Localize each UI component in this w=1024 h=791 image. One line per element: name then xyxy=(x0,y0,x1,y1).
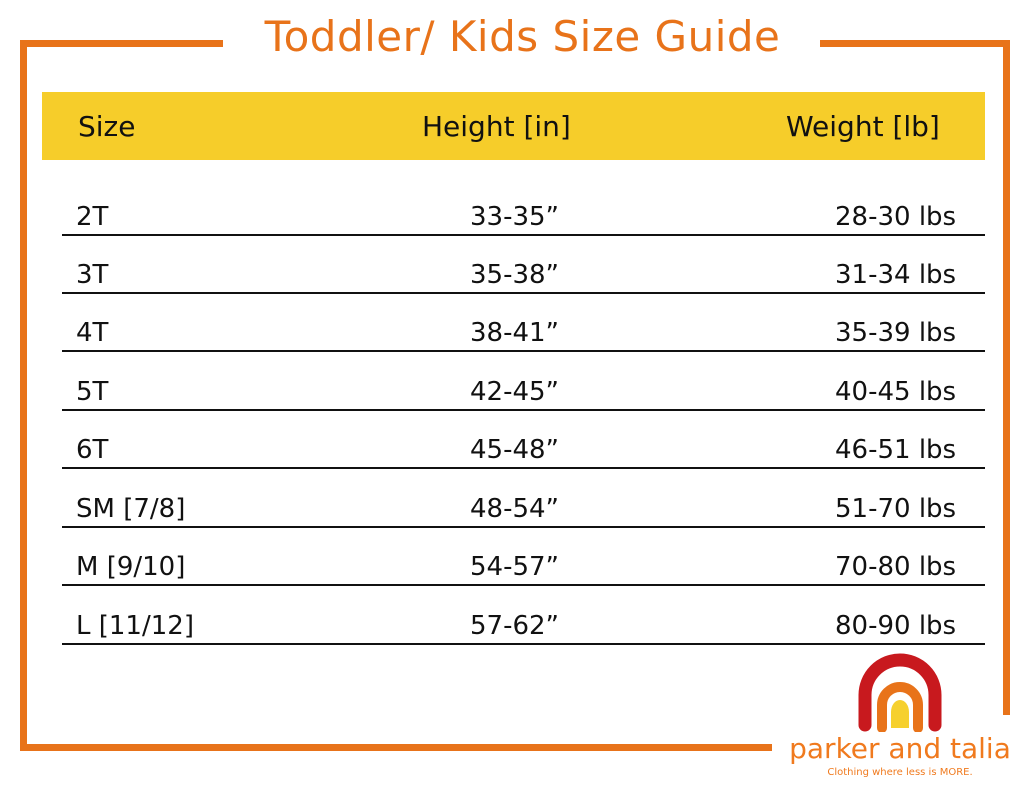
cell-height: 57-62” xyxy=(470,611,560,641)
brand-tagline: Clothing where less is MORE. xyxy=(827,767,973,778)
cell-height: 38-41” xyxy=(470,318,560,348)
frame-top-left xyxy=(20,40,223,47)
brand-logo: parker and talia Clothing where less is … xyxy=(785,650,1015,785)
page-title: Toddler/ Kids Size Guide xyxy=(264,12,781,61)
cell-weight: 46-51 lbs xyxy=(835,435,957,465)
cell-height: 33-35” xyxy=(470,202,560,232)
cell-size: 2T xyxy=(76,202,109,232)
cell-size: SM [7/8] xyxy=(76,494,186,524)
cell-height: 45-48” xyxy=(470,435,560,465)
cell-weight: 51-70 lbs xyxy=(835,494,957,524)
header-height: Height [in] xyxy=(422,110,571,143)
cell-weight: 35-39 lbs xyxy=(835,318,957,348)
cell-weight: 28-30 lbs xyxy=(835,202,957,232)
frame-right xyxy=(1003,40,1010,715)
frame-bottom xyxy=(20,744,772,751)
cell-size: 6T xyxy=(76,435,109,465)
cell-weight: 31-34 lbs xyxy=(835,260,957,290)
table-row: M [9/10] 54-57” 70-80 lbs xyxy=(62,526,985,586)
table-row: 4T 38-41” 35-39 lbs xyxy=(62,292,985,352)
brand-name: parker and talia xyxy=(789,732,1011,765)
table-row: 5T 42-45” 40-45 lbs xyxy=(62,351,985,411)
cell-size: 5T xyxy=(76,377,109,407)
cell-size: 4T xyxy=(76,318,109,348)
table-header: Size Height [in] Weight [lb] xyxy=(42,92,985,160)
cell-height: 35-38” xyxy=(470,260,560,290)
cell-size: M [9/10] xyxy=(76,552,186,582)
table-row: SM [7/8] 48-54” 51-70 lbs xyxy=(62,468,985,528)
cell-weight: 80-90 lbs xyxy=(835,611,957,641)
cell-height: 48-54” xyxy=(470,494,560,524)
table-row: L [11/12] 57-62” 80-90 lbs xyxy=(62,585,985,645)
header-size: Size xyxy=(78,110,136,143)
cell-weight: 40-45 lbs xyxy=(835,377,957,407)
cell-size: L [11/12] xyxy=(76,611,194,641)
cell-size: 3T xyxy=(76,260,109,290)
frame-left xyxy=(20,40,27,751)
table-row: 2T 33-35” 28-30 lbs xyxy=(62,176,985,236)
cell-weight: 70-80 lbs xyxy=(835,552,957,582)
table-row: 6T 45-48” 46-51 lbs xyxy=(62,409,985,469)
frame-top-right xyxy=(820,40,1010,47)
table-row: 3T 35-38” 31-34 lbs xyxy=(62,234,985,294)
cell-height: 54-57” xyxy=(470,552,560,582)
header-weight: Weight [lb] xyxy=(786,110,940,143)
cell-height: 42-45” xyxy=(470,377,560,407)
rainbow-icon xyxy=(858,653,942,733)
